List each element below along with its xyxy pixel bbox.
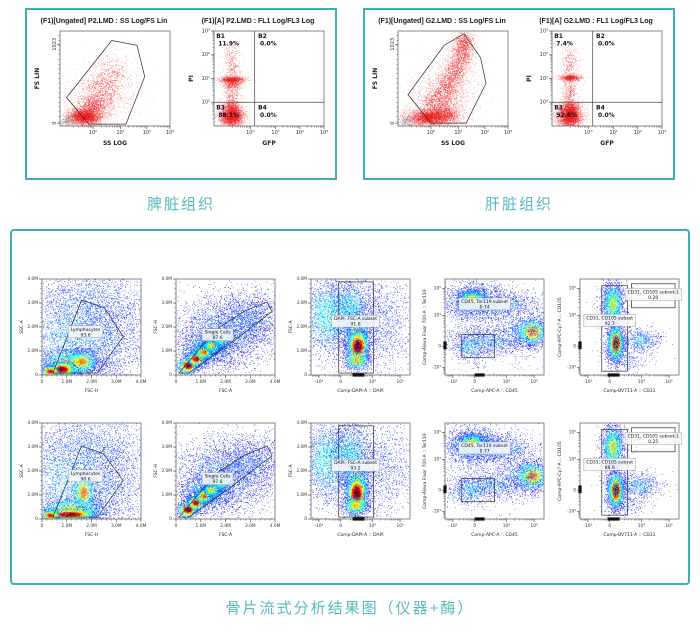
bone-flow-r1-cd45-ter119-canvas [419,273,550,401]
liver-ss-fs-plot: (F1)[Ungated] G2.LMD : SS Log/FS Lin [365,10,519,178]
plot-title: (F1)[A] P2.LMD : FL1 Log/FL3 Log [201,18,315,25]
bone-flow-r1-single-cells-canvas [150,273,281,401]
plot-title: (F1)[Ungated] G2.LMD : SS Log/FS Lin [378,18,506,25]
spleen-caption: 脾脏组织 [146,196,215,213]
spleen-pi-gfp-canvas [184,26,332,152]
bone-flow-panel [10,229,690,585]
liver-caption: 肝脏组织 [484,196,553,213]
bone-flow-r2-cd45-ter119-canvas [419,417,550,545]
plot-title: (F1)[Ungated] P2.LMD : SS Log/FS Lin [40,18,168,25]
bone-flow-row-2 [12,417,688,545]
spleen-panel-box: (F1)[Ungated] P2.LMD : SS Log/FS Lin (F1… [25,8,337,180]
bone-flow-r1-lymphocytes-canvas [15,273,147,401]
spleen-panel: (F1)[Ungated] P2.LMD : SS Log/FS Lin (F1… [25,8,337,214]
bone-flow-row-1 [12,273,688,401]
liver-panel: (F1)[Ungated] G2.LMD : SS Log/FS Lin (F1… [363,8,675,214]
plot-title: (F1)[A] G2.LMD : FL1 Log/FL3 Log [539,18,653,25]
liver-ss-fs-canvas [368,26,516,152]
top-section: (F1)[Ungated] P2.LMD : SS Log/FS Lin (F1… [0,0,700,214]
bone-flow-caption: 骨片流式分析结果图（仪器+酶） [225,600,475,617]
bone-flow-r1-dapi-fsc-canvas [284,273,416,401]
liver-panel-box: (F1)[Ungated] G2.LMD : SS Log/FS Lin (F1… [363,8,675,180]
liver-pi-gfp-canvas [522,26,670,152]
spleen-ss-fs-canvas [30,26,178,152]
liver-pi-gfp-plot: (F1)[A] G2.LMD : FL1 Log/FL3 Log [519,10,673,178]
bone-flow-r2-cd31-cd105-canvas [553,417,685,545]
bone-flow-r2-single-cells-canvas [150,417,281,545]
bone-flow-r2-dapi-fsc-canvas [284,417,416,545]
spleen-pi-gfp-plot: (F1)[A] P2.LMD : FL1 Log/FL3 Log [181,10,335,178]
bone-flow-r1-cd31-cd105-canvas [553,273,685,401]
spleen-ss-fs-plot: (F1)[Ungated] P2.LMD : SS Log/FS Lin [27,10,181,178]
bone-flow-r2-lymphocytes-canvas [15,417,147,545]
